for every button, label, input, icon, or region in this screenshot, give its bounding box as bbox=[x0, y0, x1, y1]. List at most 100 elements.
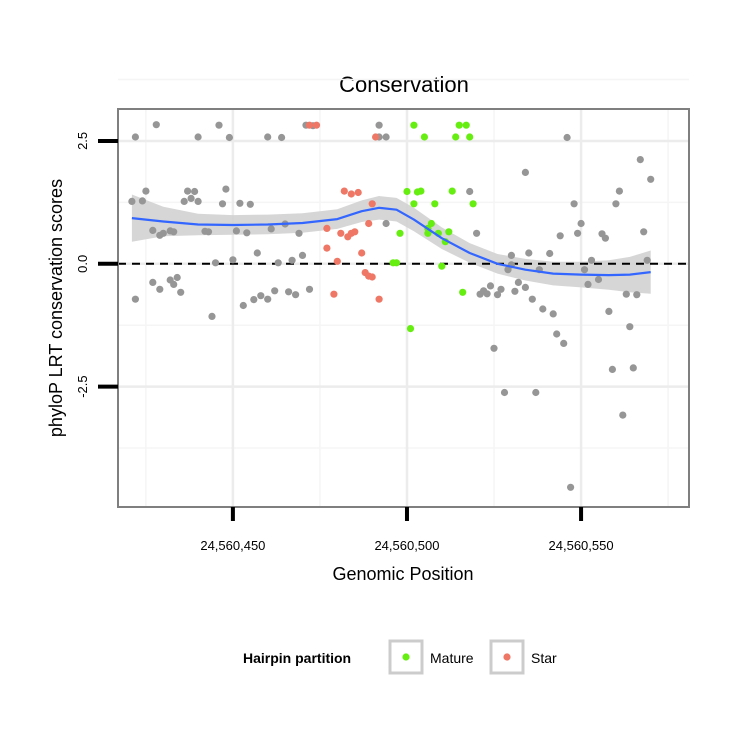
point-other bbox=[225, 133, 233, 142]
plot-panel bbox=[118, 109, 689, 507]
point-mature bbox=[448, 187, 456, 195]
point-other bbox=[539, 305, 547, 313]
point-other bbox=[584, 280, 592, 288]
point-other bbox=[511, 287, 519, 295]
point-other bbox=[215, 121, 223, 129]
point-other bbox=[497, 285, 505, 293]
point-other bbox=[466, 187, 474, 196]
point-mature bbox=[445, 228, 453, 236]
point-star bbox=[372, 133, 380, 141]
point-other bbox=[131, 295, 139, 303]
point-other bbox=[173, 273, 181, 282]
point-other bbox=[486, 282, 495, 290]
point-other bbox=[490, 344, 498, 352]
x-axis-title: Genomic Position bbox=[332, 564, 473, 584]
point-mature bbox=[410, 200, 418, 208]
point-other bbox=[563, 133, 571, 142]
legend-key-star bbox=[489, 639, 525, 675]
point-mature bbox=[469, 200, 477, 208]
point-other bbox=[285, 288, 293, 296]
point-other bbox=[560, 339, 568, 347]
point-other bbox=[594, 275, 603, 284]
point-other bbox=[643, 256, 651, 264]
point-other bbox=[149, 226, 157, 234]
point-other bbox=[305, 285, 314, 293]
axes: 24,560,450 24,560,500 24,560,550 -2.5 0.0 2.5 bbox=[75, 132, 614, 553]
point-other bbox=[556, 232, 564, 240]
point-other bbox=[528, 295, 536, 303]
point-other bbox=[243, 229, 251, 237]
legend: Hairpin partition Mature Star bbox=[243, 639, 557, 675]
point-other bbox=[180, 197, 188, 205]
point-other bbox=[246, 200, 254, 208]
point-other bbox=[570, 200, 578, 208]
point-other bbox=[267, 225, 275, 233]
point-other bbox=[619, 411, 627, 419]
point-star bbox=[340, 187, 348, 195]
point-other bbox=[608, 365, 617, 373]
point-other bbox=[521, 283, 530, 291]
point-other bbox=[187, 194, 195, 202]
point-other bbox=[640, 228, 648, 236]
point-other bbox=[382, 133, 390, 141]
point-mature bbox=[462, 121, 470, 129]
point-other bbox=[567, 483, 575, 491]
point-mature bbox=[452, 133, 460, 141]
point-other bbox=[382, 219, 390, 228]
legend-label-star: Star bbox=[531, 650, 557, 666]
point-other bbox=[375, 121, 383, 129]
plot-border bbox=[117, 108, 690, 508]
point-other bbox=[507, 251, 515, 259]
y-tick-label: 0.0 bbox=[75, 255, 90, 273]
point-other bbox=[532, 388, 540, 397]
point-mature bbox=[406, 325, 415, 333]
points-layer bbox=[128, 121, 655, 491]
point-other bbox=[184, 187, 192, 195]
point-other bbox=[271, 287, 279, 295]
y-tick-label: -2.5 bbox=[75, 375, 90, 397]
point-other bbox=[647, 175, 655, 183]
point-other bbox=[278, 133, 286, 142]
point-star bbox=[330, 290, 338, 298]
point-other bbox=[553, 330, 561, 338]
point-other bbox=[580, 266, 589, 274]
point-star bbox=[323, 244, 331, 252]
point-other bbox=[128, 197, 136, 205]
point-other bbox=[549, 310, 557, 318]
point-mature bbox=[431, 200, 439, 208]
point-other bbox=[138, 197, 146, 205]
point-other bbox=[274, 259, 282, 267]
point-star bbox=[354, 188, 362, 197]
point-other bbox=[574, 229, 582, 237]
point-star bbox=[337, 229, 345, 237]
x-tick-label: 24,560,450 bbox=[200, 538, 265, 553]
smooth-line-layer bbox=[131, 206, 651, 277]
smooth-line bbox=[131, 206, 651, 277]
point-other bbox=[204, 228, 213, 236]
point-other bbox=[236, 199, 244, 207]
point-other bbox=[194, 133, 202, 141]
point-other bbox=[546, 249, 554, 258]
point-other bbox=[211, 259, 220, 267]
point-star bbox=[365, 219, 373, 228]
point-star bbox=[358, 249, 366, 257]
point-other bbox=[577, 219, 585, 228]
point-other bbox=[250, 296, 258, 304]
point-other bbox=[629, 364, 637, 372]
point-other bbox=[142, 187, 150, 195]
point-other bbox=[257, 292, 265, 300]
point-other bbox=[149, 278, 157, 286]
point-other bbox=[194, 197, 202, 205]
point-other bbox=[500, 388, 509, 397]
point-other bbox=[587, 256, 596, 264]
legend-swatch-star bbox=[503, 653, 511, 661]
point-other bbox=[253, 249, 261, 257]
point-mature bbox=[427, 219, 435, 228]
point-other bbox=[229, 256, 237, 264]
point-star bbox=[368, 273, 376, 281]
point-other bbox=[525, 249, 533, 257]
point-other bbox=[288, 256, 296, 264]
point-star bbox=[333, 257, 341, 265]
point-other bbox=[191, 187, 199, 196]
point-star bbox=[323, 224, 331, 232]
